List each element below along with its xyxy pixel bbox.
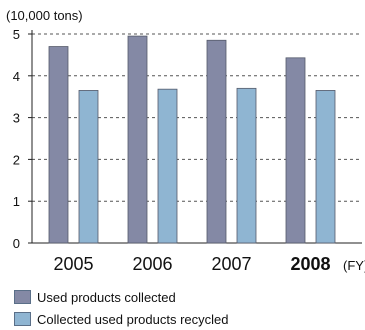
legend-label-recycled: Collected used products recycled xyxy=(37,311,229,327)
legend-label-collected: Used products collected xyxy=(37,289,176,305)
y-tick-label-4: 4 xyxy=(13,69,20,84)
chart-plot: (10,000 tons) 0 1 2 3 4 5 2005 2006 2007 2008 (FY) xyxy=(6,8,365,274)
legend-swatch-collected xyxy=(14,290,31,304)
unit-label: (10,000 tons) xyxy=(6,8,83,23)
bar-2006-recycled xyxy=(157,88,178,244)
y-tick-label-5: 5 xyxy=(13,27,20,42)
x-tick-label-2005: 2005 xyxy=(53,254,93,274)
bar-2008-recycled xyxy=(315,90,336,244)
x-tick-label-2007: 2007 xyxy=(211,254,251,274)
x-tick-label-2006: 2006 xyxy=(132,254,172,274)
y-tick-label-3: 3 xyxy=(13,111,20,126)
bar-2007-recycled xyxy=(236,87,257,244)
y-tick-label-0: 0 xyxy=(13,236,20,251)
x-tick-label-2008: 2008 xyxy=(290,254,330,274)
bar-2005-recycled xyxy=(78,90,99,244)
legend-item-recycled: Collected used products recycled xyxy=(14,308,229,330)
bar-2008-collected xyxy=(285,57,306,244)
legend: Used products collected Collected used p… xyxy=(14,286,229,330)
bar-2005-collected xyxy=(48,46,69,244)
y-tick-label-2: 2 xyxy=(13,152,20,167)
y-tick-label-1: 1 xyxy=(13,194,20,209)
legend-swatch-recycled xyxy=(14,312,31,326)
bar-2006-collected xyxy=(127,35,148,244)
legend-item-collected: Used products collected xyxy=(14,286,229,308)
x-axis-suffix: (FY) xyxy=(343,258,365,273)
bar-2007-collected xyxy=(206,39,227,244)
